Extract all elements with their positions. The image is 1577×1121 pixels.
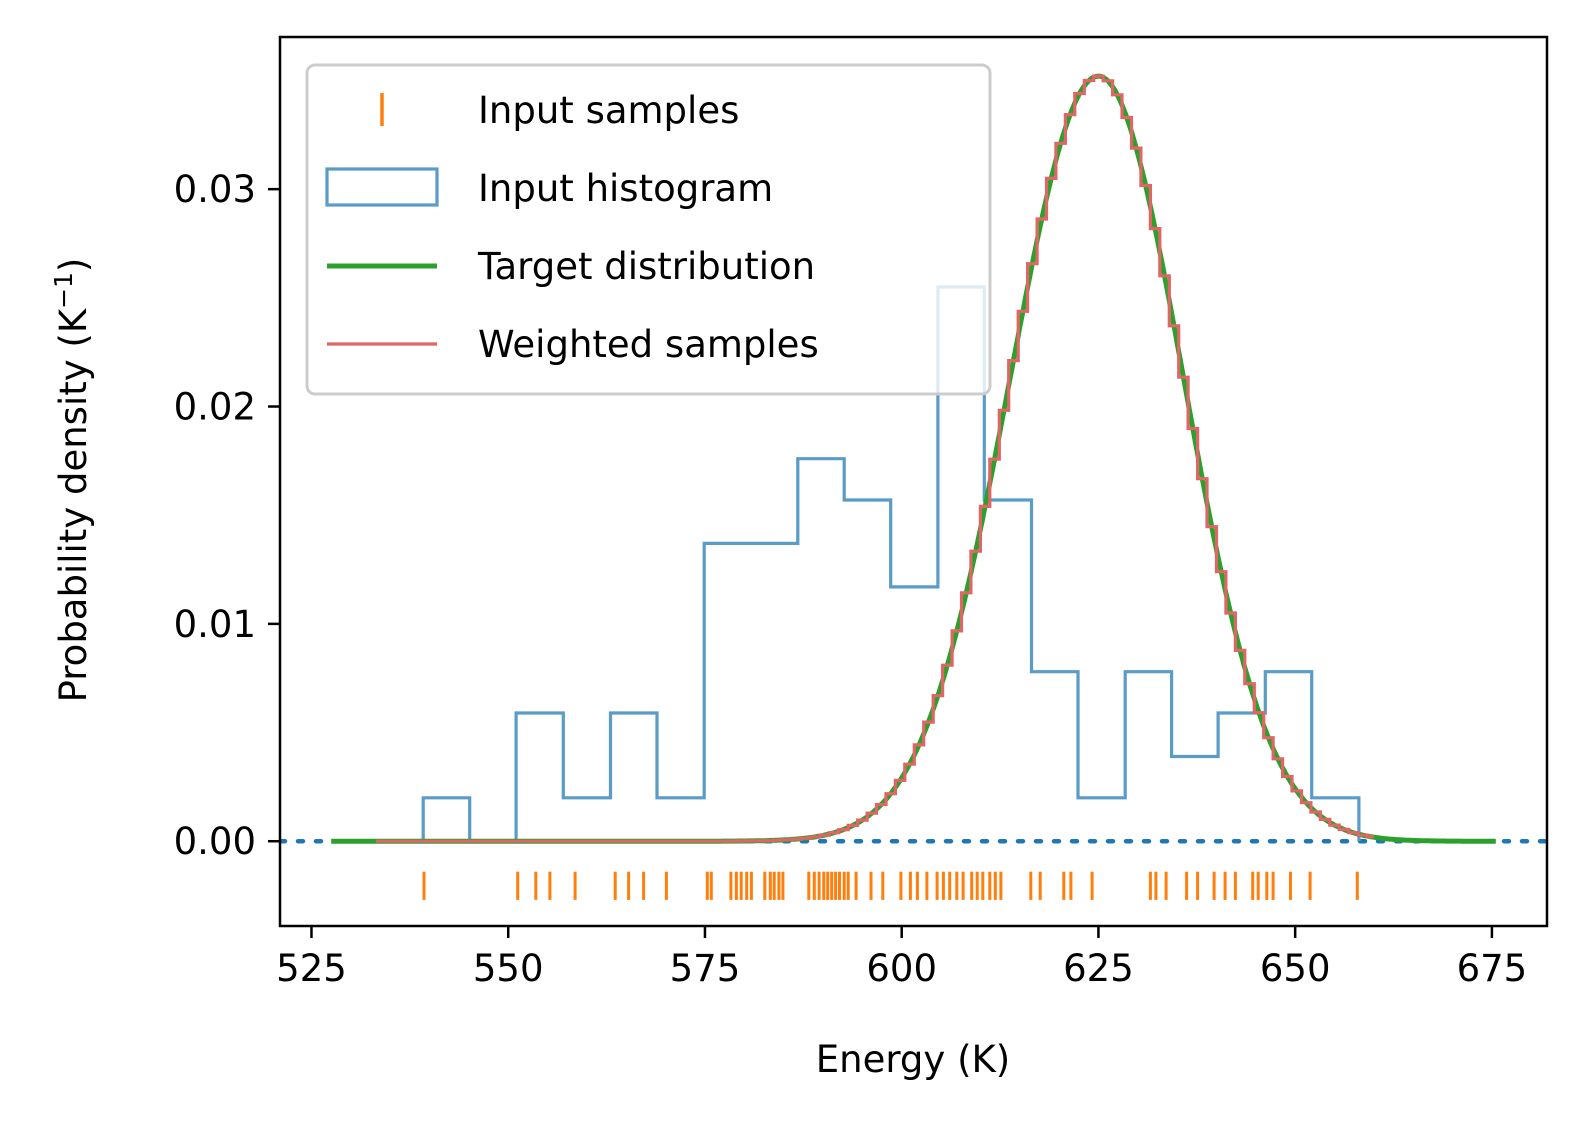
y-tick-label: 0.01	[174, 603, 256, 646]
weighted-samples-steps	[376, 74, 1374, 843]
x-tick-label: 525	[276, 947, 347, 990]
y-tick-label: 0.03	[174, 168, 256, 211]
x-tick-label: 600	[866, 947, 937, 990]
legend-swatch-input-histogram	[325, 167, 439, 207]
legend-label-weighted-samples: Weighted samples	[478, 323, 819, 366]
legend-box	[305, 63, 992, 396]
x-axis-label: Energy (K)	[816, 1038, 1010, 1081]
y-axis-label: Probability density (K−1)	[49, 258, 95, 703]
y-axis-label-main: Probability density (K	[52, 307, 95, 702]
x-axis-ticks: 525 550 575 600 625 650 675	[276, 926, 1527, 990]
legend-label-target-distribution: Target distribution	[477, 245, 815, 288]
plot-area	[280, 73, 1547, 900]
x-tick-label: 625	[1063, 947, 1134, 990]
y-tick-label: 0.02	[174, 386, 256, 429]
x-tick-label: 550	[473, 947, 544, 990]
x-tick-label: 650	[1260, 947, 1331, 990]
input-samples-rug	[422, 871, 1359, 900]
y-axis-label-end: )	[52, 258, 95, 272]
legend: Input samples Input histogram Target dis…	[305, 63, 992, 396]
input-histogram-steps	[421, 285, 1361, 843]
x-tick-label: 575	[670, 947, 741, 990]
legend-label-input-histogram: Input histogram	[478, 167, 773, 210]
y-axis-label-superscript: −1	[49, 272, 78, 309]
x-tick-label: 675	[1457, 947, 1528, 990]
y-axis-ticks: 0.00 0.01 0.02 0.03	[174, 168, 280, 863]
axes-frame	[278, 35, 1549, 928]
legend-label-input-samples: Input samples	[478, 89, 739, 132]
y-tick-label: 0.00	[174, 820, 256, 863]
